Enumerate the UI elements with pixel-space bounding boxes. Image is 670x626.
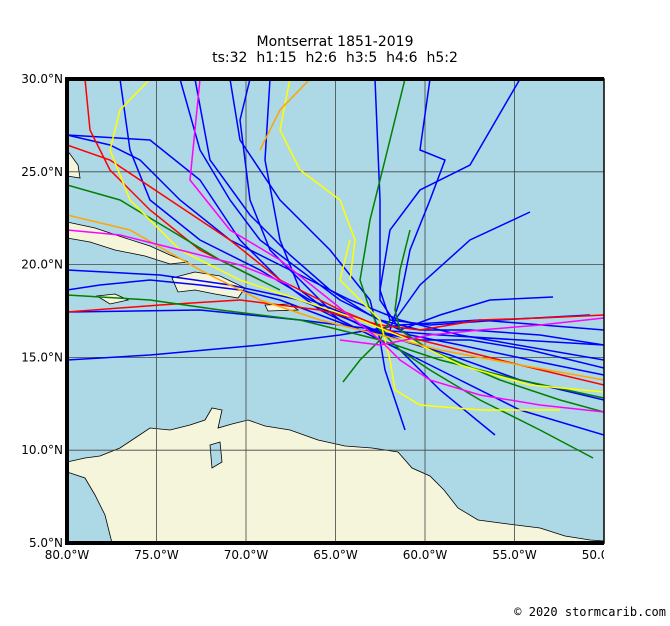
lon-label: 65.0°W	[313, 548, 358, 562]
lon-label: 60.0°W	[403, 548, 448, 562]
hispaniola	[171, 271, 246, 299]
storm-track	[179, 79, 604, 346]
storm-track	[339, 239, 560, 411]
lon-label: 70.0°W	[224, 548, 269, 562]
storm-track	[194, 79, 604, 376]
lon-label: 50.0°W	[582, 548, 627, 562]
jamaica	[95, 293, 130, 305]
storm-track	[339, 317, 604, 346]
lat-label: 30.0°N	[21, 72, 63, 86]
storm-track	[229, 79, 406, 431]
map-area	[67, 79, 604, 543]
storm-track	[67, 294, 604, 399]
map-subtitle: ts:32 h1:15 h2:6 h3:5 h4:6 h5:2	[212, 50, 458, 66]
lat-label: 20.0°N	[21, 258, 63, 272]
storm-track	[189, 79, 604, 413]
lon-label: 75.0°W	[134, 548, 179, 562]
lat-label: 10.0°N	[21, 443, 63, 457]
storm-track	[67, 134, 496, 436]
storm-track	[394, 211, 531, 321]
storm-track	[389, 79, 446, 331]
storm-track	[279, 79, 356, 281]
storm-track	[67, 299, 604, 331]
map-title: Montserrat 1851-2019	[256, 34, 413, 50]
credit: © 2020 stormcarib.com	[514, 605, 666, 619]
lat-label: 25.0°N	[21, 165, 63, 179]
gulf-water	[67, 471, 113, 543]
storm-track	[394, 229, 604, 413]
storm-track	[109, 79, 604, 393]
florida	[67, 149, 81, 179]
storm-track	[84, 79, 261, 281]
storm-track	[67, 134, 604, 361]
storm-track	[67, 184, 281, 291]
lat-label: 15.0°N	[21, 350, 63, 364]
lon-label: 80.0°W	[45, 548, 90, 562]
storm-track	[67, 229, 291, 286]
lat-label: 5.0°N	[29, 536, 63, 550]
storm-track	[259, 79, 311, 151]
storm-track	[67, 144, 604, 386]
lake-maracaibo	[209, 441, 223, 469]
lon-label: 55.0°W	[492, 548, 537, 562]
